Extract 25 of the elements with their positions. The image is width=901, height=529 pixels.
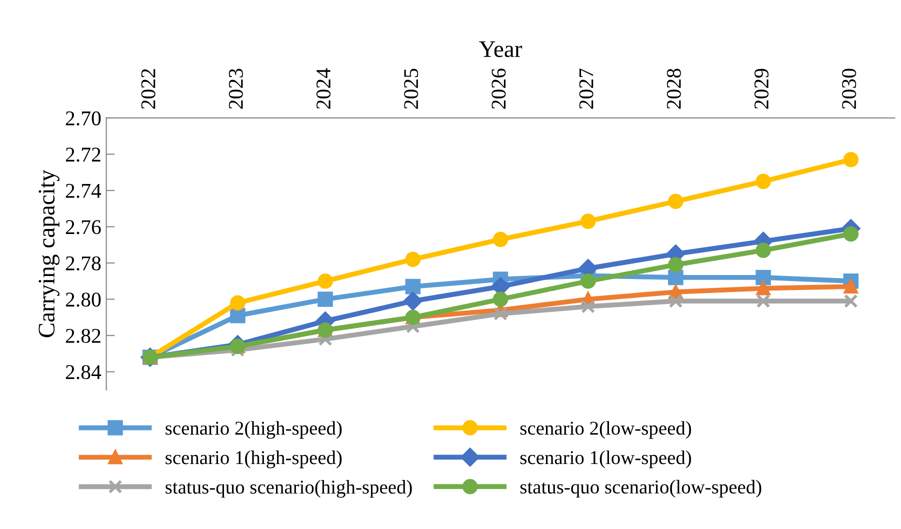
y-tick-label: 2.78 — [66, 256, 101, 271]
y-tick-label: 2.70 — [66, 111, 101, 126]
legend-label: status-quo scenario(low-speed) — [520, 480, 762, 498]
legend-label: status-quo scenario(high-speed) — [166, 480, 412, 498]
x-tick-label: 2030 — [842, 68, 856, 109]
y-tick-label: 2.82 — [66, 328, 100, 344]
y-axis-title: Carrying capacity — [38, 170, 60, 338]
y-tick-label: 2.72 — [66, 148, 100, 162]
x-tick-label: 2025 — [404, 68, 418, 109]
x-tick-label: 2022 — [141, 69, 156, 109]
y-tick-label: 2.76 — [66, 220, 101, 234]
x-tick-label: 2026 — [492, 68, 506, 109]
x-tick-label: 2023 — [228, 68, 243, 109]
y-tick-label: 2.84 — [66, 365, 102, 380]
legend-label: scenario 1(high-speed) — [166, 450, 342, 468]
x-axis-title: Year — [479, 41, 522, 58]
legend-label: scenario 2(high-speed) — [166, 421, 342, 439]
legend-label: scenario 1(low-speed) — [520, 450, 692, 468]
x-tick-label: 2027 — [579, 68, 594, 109]
y-tick-label: 2.74 — [66, 184, 102, 198]
legend-label: scenario 2(low-speed) — [520, 421, 692, 439]
y-tick-label: 2.80 — [66, 292, 101, 307]
x-tick-label: 2029 — [754, 68, 769, 109]
x-tick-label: 2028 — [666, 68, 681, 109]
x-tick-label: 2024 — [316, 68, 331, 109]
